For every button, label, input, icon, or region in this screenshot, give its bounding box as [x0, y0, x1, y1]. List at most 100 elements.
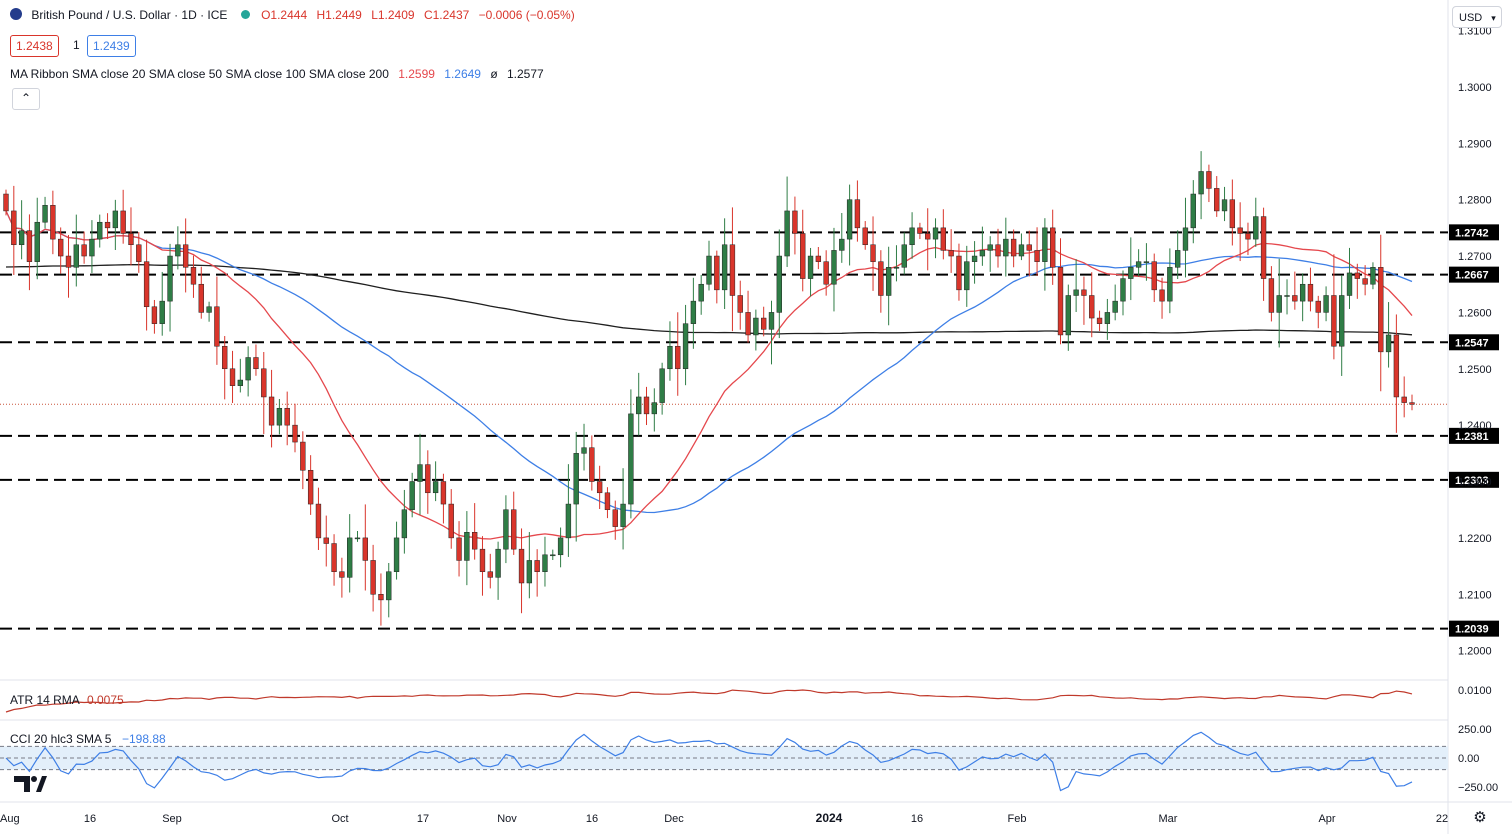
candle-body[interactable]: [995, 244, 1001, 257]
candle-body[interactable]: [964, 261, 970, 291]
candle-body[interactable]: [175, 244, 181, 257]
candle-body[interactable]: [487, 571, 493, 578]
candle-body[interactable]: [401, 509, 408, 539]
candle-body[interactable]: [73, 244, 79, 268]
candle-body[interactable]: [604, 492, 611, 510]
candle-body[interactable]: [1214, 188, 1220, 212]
candle-body[interactable]: [245, 357, 251, 381]
candle-body[interactable]: [1276, 295, 1282, 313]
candle-body[interactable]: [1190, 193, 1196, 229]
candle-body[interactable]: [378, 594, 384, 601]
candle-body[interactable]: [581, 447, 587, 454]
candle-body[interactable]: [307, 469, 314, 505]
candle-body[interactable]: [1151, 261, 1157, 291]
candle-body[interactable]: [511, 509, 517, 550]
candle-body[interactable]: [745, 312, 751, 336]
candle-body[interactable]: [768, 312, 775, 330]
candle-body[interactable]: [1096, 317, 1103, 324]
candle-body[interactable]: [932, 227, 939, 240]
candle-body[interactable]: [1221, 199, 1228, 212]
candle-body[interactable]: [284, 407, 290, 426]
candle-body[interactable]: [1307, 283, 1314, 302]
candle-body[interactable]: [1034, 250, 1040, 262]
candle-body[interactable]: [596, 481, 603, 494]
candle-body[interactable]: [862, 227, 868, 246]
candle-body[interactable]: [1057, 267, 1064, 336]
candle-body[interactable]: [159, 300, 165, 324]
candle-body[interactable]: [261, 368, 267, 398]
candle-body[interactable]: [659, 368, 665, 403]
candle-body[interactable]: [1128, 267, 1134, 279]
candle-body[interactable]: [120, 210, 126, 234]
candle-body[interactable]: [1323, 295, 1329, 313]
candle-body[interactable]: [761, 317, 767, 330]
candle-body[interactable]: [1245, 233, 1251, 240]
candle-body[interactable]: [315, 503, 322, 539]
candle-body[interactable]: [823, 261, 829, 285]
candle-body[interactable]: [831, 250, 837, 285]
symbol-title[interactable]: British Pound / U.S. Dollar · 1D · ICE: [31, 8, 228, 22]
candle-body[interactable]: [776, 255, 782, 313]
candle-body[interactable]: [721, 244, 728, 291]
candle-body[interactable]: [448, 503, 454, 539]
candle-body[interactable]: [1167, 267, 1173, 302]
candle-body[interactable]: [690, 300, 697, 324]
candle-body[interactable]: [1284, 295, 1290, 297]
candle-body[interactable]: [1339, 295, 1345, 347]
candle-body[interactable]: [112, 210, 119, 229]
candle-body[interactable]: [65, 255, 72, 268]
candle-body[interactable]: [1260, 216, 1267, 279]
candle-body[interactable]: [987, 244, 993, 251]
candle-body[interactable]: [518, 548, 525, 584]
candle-body[interactable]: [50, 205, 56, 240]
candle-body[interactable]: [675, 345, 681, 370]
candle-body[interactable]: [706, 255, 712, 285]
candle-body[interactable]: [81, 244, 87, 257]
candle-body[interactable]: [940, 227, 947, 251]
currency-button[interactable]: USD ▾: [1452, 6, 1502, 28]
candle-body[interactable]: [464, 532, 470, 561]
candle-body[interactable]: [456, 537, 462, 561]
candle-body[interactable]: [1159, 289, 1165, 302]
candle-body[interactable]: [557, 537, 564, 556]
candle-body[interactable]: [3, 193, 9, 212]
candle-body[interactable]: [479, 548, 486, 572]
candle-body[interactable]: [792, 210, 798, 234]
candle-body[interactable]: [34, 221, 40, 262]
candle-body[interactable]: [1010, 238, 1017, 257]
candle-body[interactable]: [268, 396, 275, 426]
candle-body[interactable]: [1299, 283, 1306, 302]
candle-body[interactable]: [471, 532, 478, 550]
candle-body[interactable]: [643, 396, 650, 415]
candle-body[interactable]: [425, 464, 431, 494]
candle-body[interactable]: [1065, 295, 1071, 336]
candle-body[interactable]: [1112, 300, 1118, 313]
candle-body[interactable]: [417, 464, 423, 482]
candle-body[interactable]: [409, 481, 415, 510]
candle-body[interactable]: [971, 255, 978, 262]
candle-body[interactable]: [495, 548, 501, 578]
candle-body[interactable]: [839, 238, 845, 251]
candle-body[interactable]: [198, 283, 204, 313]
candle-body[interactable]: [651, 402, 657, 415]
candle-body[interactable]: [393, 537, 400, 572]
candle-body[interactable]: [26, 230, 33, 262]
candle-body[interactable]: [893, 267, 900, 269]
candle-body[interactable]: [753, 317, 759, 336]
gear-icon[interactable]: ⚙: [1473, 809, 1487, 826]
candle-body[interactable]: [573, 453, 579, 505]
candle-body[interactable]: [1315, 300, 1321, 313]
candle-body[interactable]: [589, 447, 595, 482]
candle-body[interactable]: [58, 238, 64, 257]
candle-body[interactable]: [339, 571, 345, 578]
candle-body[interactable]: [440, 481, 447, 505]
candle-body[interactable]: [979, 250, 986, 257]
candle-body[interactable]: [714, 255, 720, 291]
candle-body[interactable]: [682, 323, 689, 370]
candle-body[interactable]: [1073, 289, 1079, 296]
candle-body[interactable]: [1135, 261, 1142, 268]
candle-body[interactable]: [870, 244, 876, 262]
candle-body[interactable]: [1042, 227, 1048, 262]
collapse-legend-button[interactable]: ⌃: [12, 88, 40, 110]
